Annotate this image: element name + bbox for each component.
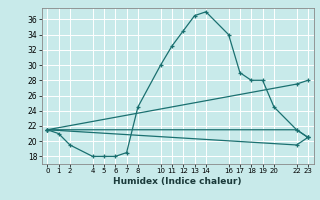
X-axis label: Humidex (Indice chaleur): Humidex (Indice chaleur)	[113, 177, 242, 186]
